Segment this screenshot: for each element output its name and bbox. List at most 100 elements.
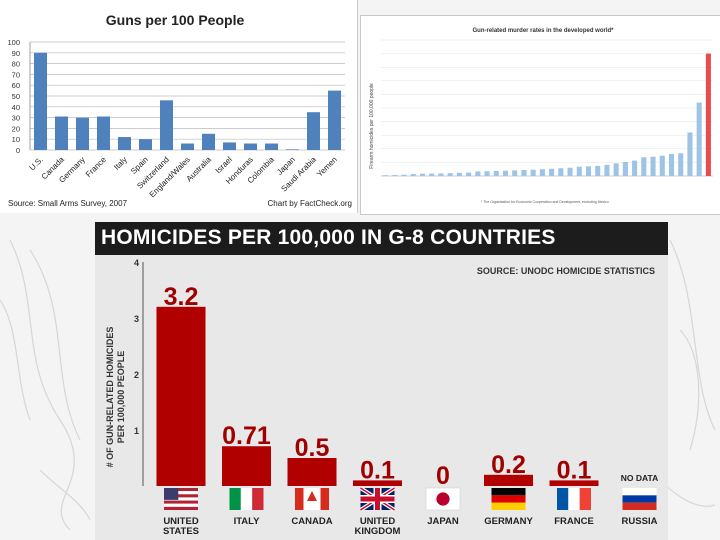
- country-label: UNITED: [360, 516, 396, 527]
- y-tick-label: 1: [134, 426, 139, 436]
- bar: [567, 167, 573, 176]
- chart-source: SOURCE: UNODC HOMICIDE STATISTICS: [477, 266, 655, 276]
- flag-part: [164, 488, 198, 492]
- chart-source: Source: Small Arms Survey, 2007: [8, 199, 128, 208]
- bar: [466, 172, 472, 176]
- y-tick-label: 4: [134, 258, 139, 268]
- bar: [156, 306, 206, 486]
- bar: [306, 112, 321, 150]
- y-tick-label: 40: [12, 103, 20, 112]
- x-tick-label: U.S.: [28, 155, 45, 172]
- bar: [392, 175, 398, 176]
- bar: [530, 169, 536, 176]
- bar: [383, 175, 389, 176]
- bar: [410, 174, 416, 176]
- country-label: UNITED: [163, 516, 199, 527]
- bar: [659, 155, 665, 176]
- chart-title: Guns per 100 People: [106, 12, 245, 28]
- bar: [696, 102, 702, 176]
- data-label: 0.1: [557, 456, 592, 484]
- y-tick-label: 20: [12, 124, 20, 133]
- flag-part: [164, 500, 198, 504]
- murder-rates-chart-svg: Gun-related murder rates in the develope…: [369, 28, 713, 204]
- bar: [641, 157, 647, 176]
- guns-chart-svg: Guns per 100 People 01020304050607080901…: [7, 12, 352, 208]
- bar: [264, 143, 279, 150]
- data-label: 0.1: [360, 456, 395, 484]
- country-label: RUSSIA: [622, 516, 658, 527]
- bar: [558, 168, 564, 176]
- flag-part: [622, 502, 657, 510]
- bar: [201, 133, 216, 150]
- uk-flag: [359, 486, 396, 512]
- y-tick-label: 2: [134, 370, 139, 380]
- g8-chart-svg: SOURCE: UNODC HOMICIDE STATISTICS # OF G…: [105, 258, 658, 537]
- country-label: FRANCE: [554, 516, 594, 527]
- chart-header: HOMICIDES PER 100,000 IN G-8 COUNTRIES: [95, 222, 668, 255]
- chart-footnote: * The Organisation for Economic Cooperat…: [481, 200, 609, 204]
- x-tick-label: Italy: [112, 155, 129, 172]
- flag-part: [622, 495, 657, 503]
- bar: [549, 168, 555, 176]
- x-tick-label: France: [84, 155, 108, 179]
- bar: [484, 474, 533, 486]
- bar: [705, 53, 711, 176]
- flag-part: [164, 494, 198, 498]
- data-label: 3.2: [164, 283, 199, 311]
- oecd-murder-rates-chart: Gun-related murder rates in the develope…: [360, 15, 720, 215]
- bar: [159, 100, 174, 150]
- y-tick-label: 70: [12, 70, 20, 79]
- data-label: 0.2: [491, 451, 526, 479]
- flag-part: [568, 488, 580, 510]
- bar: [650, 156, 656, 176]
- flag-part: [557, 488, 569, 510]
- y-tick-label: 100: [7, 38, 20, 47]
- flag-part: [360, 496, 395, 502]
- bar: [447, 173, 453, 176]
- guns-per-100-chart: Guns per 100 People 0 10 20 30 40 50 60 70 80 90 1…: [0, 0, 358, 213]
- bar: [353, 480, 402, 486]
- country-label: JAPAN: [427, 516, 459, 527]
- bar: [243, 143, 258, 150]
- bar: [456, 172, 462, 176]
- bar: [585, 166, 592, 176]
- y-tick-label: 60: [12, 81, 20, 90]
- bar: [475, 171, 481, 176]
- flag-part: [164, 491, 198, 495]
- no-data-label: NO DATA: [621, 473, 658, 483]
- bar: [285, 149, 300, 150]
- flag-part: [164, 503, 198, 507]
- y-tick-label: 3: [134, 314, 139, 324]
- flag-part: [579, 488, 591, 510]
- bar: [33, 52, 48, 150]
- y-tick-label: 30: [12, 114, 20, 123]
- bar: [604, 164, 610, 176]
- country-label: STATES: [163, 526, 199, 537]
- y-axis-label: Firearm homicides per 100,000 people: [369, 83, 375, 169]
- bar: [632, 160, 638, 176]
- bar: [327, 90, 342, 150]
- flag-part: [491, 488, 526, 496]
- bar: [419, 173, 426, 176]
- bar: [576, 166, 582, 176]
- chart-credit: Chart by FactCheck.org: [268, 199, 352, 208]
- bar: [502, 170, 509, 176]
- flag-part: [240, 488, 253, 510]
- x-tick-label: Yemen: [315, 155, 339, 179]
- chart-title: Gun-related murder rates in the develope…: [472, 28, 614, 34]
- bar: [613, 163, 619, 176]
- country-label: ITALY: [234, 516, 261, 527]
- japan-flag: [425, 487, 461, 511]
- country-label: CANADA: [291, 516, 332, 527]
- flag-part: [164, 497, 198, 501]
- country-label: KINGDOM: [355, 526, 401, 537]
- italy-flag: [229, 488, 264, 510]
- bar: [549, 480, 599, 486]
- bar: [429, 173, 435, 176]
- bar: [117, 137, 132, 150]
- y-tick-label: 50: [12, 92, 20, 101]
- us-flag: [164, 488, 198, 510]
- flag-part: [164, 506, 198, 510]
- bar: [180, 143, 195, 150]
- g8-homicides-chart: HOMICIDES PER 100,000 IN G-8 COUNTRIES S…: [95, 222, 668, 540]
